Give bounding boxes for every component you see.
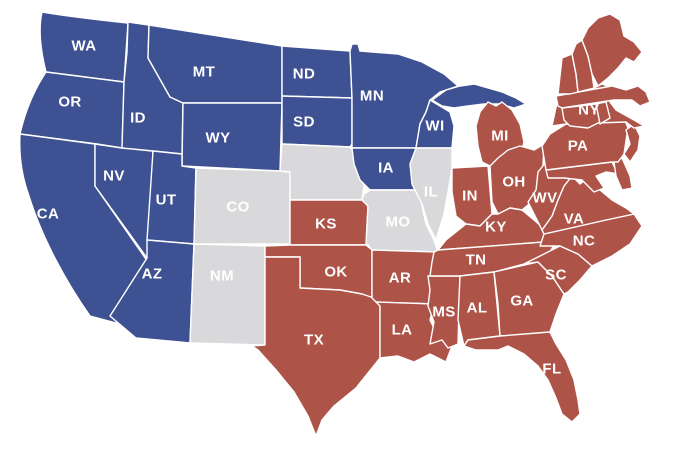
state-rhode-island[interactable]	[595, 101, 611, 125]
state-south-dakota[interactable]	[281, 95, 353, 148]
state-louisiana[interactable]	[375, 301, 453, 363]
state-wisconsin[interactable]	[415, 99, 455, 149]
state-montana[interactable]	[147, 24, 283, 104]
state-washington[interactable]	[39, 11, 129, 83]
state-new-mexico[interactable]	[189, 243, 266, 346]
state-maine[interactable]	[581, 13, 643, 87]
state-kansas[interactable]	[289, 199, 369, 246]
state-mississippi[interactable]	[427, 275, 461, 349]
state-north-dakota[interactable]	[281, 45, 353, 99]
state-colorado[interactable]	[193, 167, 291, 245]
state-shapes	[19, 11, 651, 437]
state-pennsylvania[interactable]	[541, 117, 629, 171]
state-texas[interactable]	[251, 256, 381, 437]
state-florida[interactable]	[463, 331, 581, 423]
state-illinois[interactable]	[409, 147, 453, 241]
state-wyoming[interactable]	[181, 102, 283, 172]
state-indiana[interactable]	[451, 165, 493, 227]
state-delaware[interactable]	[613, 157, 633, 191]
state-alabama[interactable]	[457, 271, 501, 347]
state-massachusetts[interactable]	[555, 85, 651, 109]
